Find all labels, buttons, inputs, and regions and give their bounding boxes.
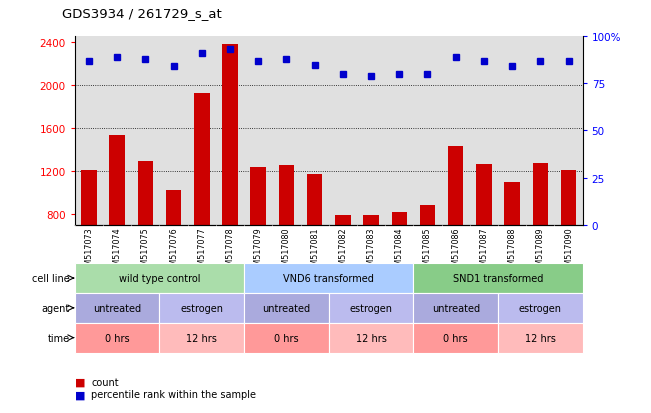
Bar (137, 162, 153, 300)
Bar (244, 323, 329, 353)
Bar (159, 293, 244, 323)
Text: GSM517085: GSM517085 (423, 227, 432, 275)
Text: cell line: cell line (32, 273, 70, 283)
Text: GSM517073: GSM517073 (85, 227, 94, 275)
Text: wild type control: wild type control (118, 273, 201, 283)
Text: GSM517074: GSM517074 (113, 227, 122, 275)
Text: VND6 transformed: VND6 transformed (283, 273, 374, 283)
Text: GSM517087: GSM517087 (479, 227, 488, 275)
Text: time: time (48, 333, 70, 343)
Text: GSM517084: GSM517084 (395, 227, 404, 275)
Text: untreated: untreated (262, 303, 311, 313)
Text: GSM517081: GSM517081 (310, 227, 319, 275)
Text: 0 hrs: 0 hrs (105, 333, 130, 343)
Text: GSM517077: GSM517077 (197, 227, 206, 276)
Bar (75, 323, 159, 353)
Bar (498, 293, 583, 323)
Text: 0 hrs: 0 hrs (443, 333, 468, 343)
Bar (498, 323, 583, 353)
Text: GSM517078: GSM517078 (225, 227, 234, 275)
Text: agent: agent (42, 303, 70, 313)
Text: percentile rank within the sample: percentile rank within the sample (91, 389, 256, 399)
Bar (413, 293, 498, 323)
Text: untreated: untreated (93, 303, 141, 313)
Text: 12 hrs: 12 hrs (525, 333, 556, 343)
Bar (391, 213, 407, 300)
Text: GDS3934 / 261729_s_at: GDS3934 / 261729_s_at (62, 7, 221, 19)
Text: GSM517079: GSM517079 (254, 227, 263, 276)
Text: ■: ■ (75, 377, 85, 387)
Bar (561, 170, 576, 300)
Bar (75, 263, 244, 293)
Bar (329, 323, 413, 353)
Bar (244, 263, 413, 293)
Bar (222, 45, 238, 300)
Bar (505, 182, 520, 300)
Bar (166, 191, 182, 300)
Text: GSM517082: GSM517082 (339, 227, 348, 275)
Bar (81, 170, 97, 300)
Text: estrogen: estrogen (180, 303, 223, 313)
Bar (307, 175, 322, 300)
Bar (75, 293, 159, 323)
Text: SND1 transformed: SND1 transformed (453, 273, 543, 283)
Text: GSM517080: GSM517080 (282, 227, 291, 275)
Text: GSM517090: GSM517090 (564, 227, 573, 275)
Bar (413, 263, 583, 293)
Text: 12 hrs: 12 hrs (186, 333, 217, 343)
Text: GSM517086: GSM517086 (451, 227, 460, 275)
Text: GSM517075: GSM517075 (141, 227, 150, 276)
Text: GSM517088: GSM517088 (508, 227, 517, 275)
Bar (251, 167, 266, 300)
Text: GSM517089: GSM517089 (536, 227, 545, 275)
Text: untreated: untreated (432, 303, 480, 313)
Bar (413, 323, 498, 353)
Bar (335, 216, 351, 300)
Bar (329, 293, 413, 323)
Text: estrogen: estrogen (519, 303, 562, 313)
Text: GSM517083: GSM517083 (367, 227, 376, 275)
Text: estrogen: estrogen (350, 303, 393, 313)
Bar (194, 94, 210, 300)
Text: GSM517076: GSM517076 (169, 227, 178, 275)
Text: 12 hrs: 12 hrs (355, 333, 387, 343)
Bar (476, 165, 492, 300)
Bar (159, 323, 244, 353)
Bar (109, 136, 125, 300)
Bar (420, 206, 436, 300)
Text: 0 hrs: 0 hrs (274, 333, 299, 343)
Bar (244, 293, 329, 323)
Bar (533, 164, 548, 300)
Text: ■: ■ (75, 389, 85, 399)
Text: count: count (91, 377, 118, 387)
Bar (363, 216, 379, 300)
Bar (448, 147, 464, 300)
Bar (279, 166, 294, 300)
